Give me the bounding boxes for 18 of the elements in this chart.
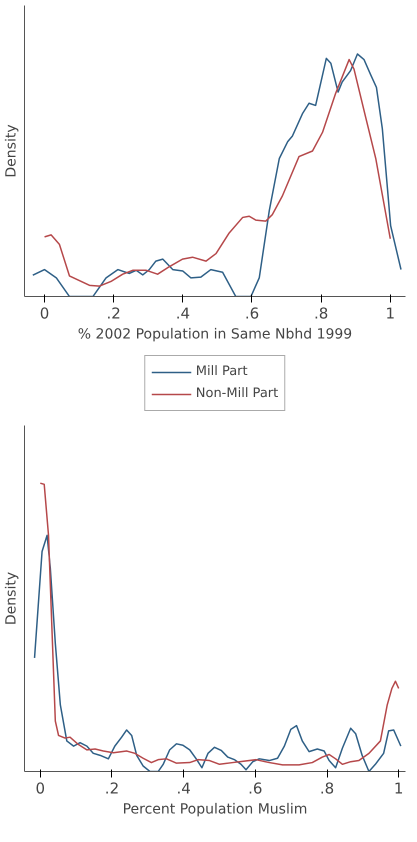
x-tick-label: .6 bbox=[244, 304, 260, 322]
y-axis-title: Density bbox=[4, 124, 20, 178]
y-axis-title: Density bbox=[4, 572, 20, 626]
x-tick-label: .8 bbox=[314, 304, 328, 322]
x-tick-label: 0 bbox=[36, 780, 46, 798]
x-tick-label: .4 bbox=[176, 780, 191, 798]
x-axis-title: Percent Population Muslim bbox=[122, 802, 308, 818]
x-tick-label: .2 bbox=[104, 780, 120, 798]
legend-label: Non-Mill Part bbox=[196, 386, 278, 401]
x-tick-label: .2 bbox=[106, 304, 121, 322]
x-tick-label: .8 bbox=[320, 780, 334, 798]
x-tick-label: .4 bbox=[176, 304, 190, 322]
legend-label: Mill Part bbox=[196, 364, 248, 379]
x-tick-label: 1 bbox=[394, 780, 404, 798]
x-tick-label: .6 bbox=[248, 780, 262, 798]
x-tick-label: 1 bbox=[386, 304, 396, 322]
x-axis-title: % 2002 Population in Same Nbhd 1999 bbox=[78, 326, 352, 342]
x-tick-label: 0 bbox=[40, 304, 50, 322]
